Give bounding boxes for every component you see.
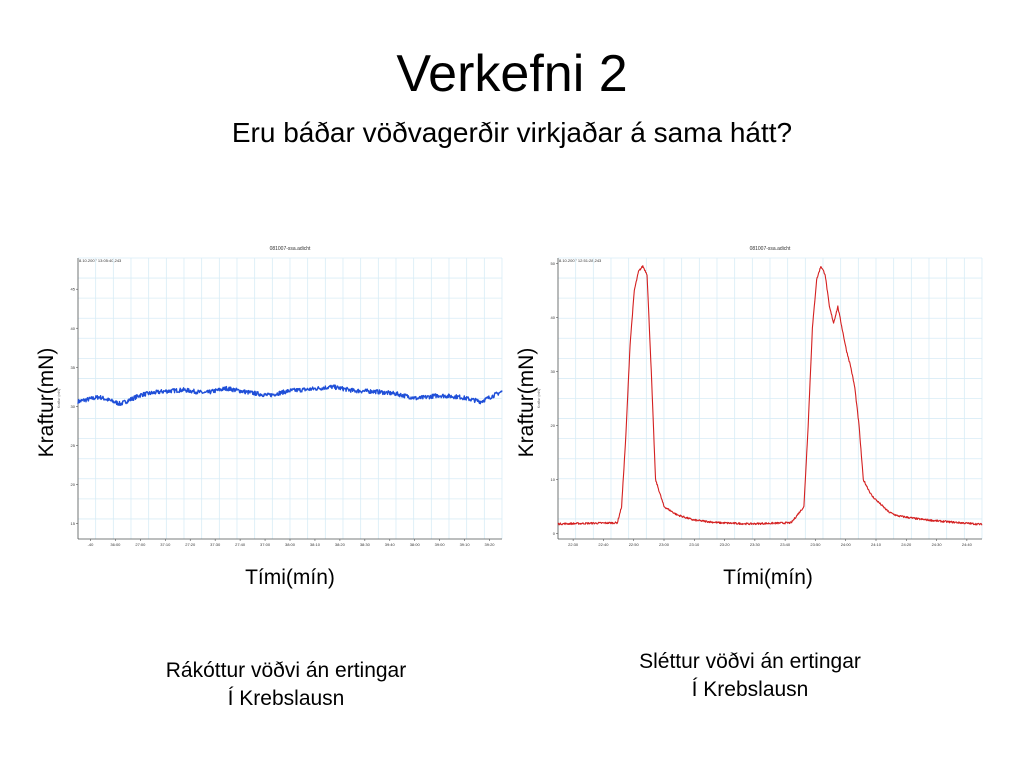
x-tick-label: 23:50 — [810, 542, 821, 547]
x-tick-label: 23:30 — [750, 542, 761, 547]
x-tick-label: 39:20 — [485, 542, 496, 547]
x-tick-label: 38:30 — [360, 542, 371, 547]
left-caption: Rákóttur vöðvi án ertingar Í Krebslausn — [106, 657, 466, 713]
x-tick-label: 38:10 — [310, 542, 321, 547]
x-tick-label: 38:20 — [335, 542, 346, 547]
x-tick-label: 38:00 — [285, 542, 296, 547]
right-x-axis-title: Tími(mín) — [723, 566, 813, 589]
y-tick-label: 20 — [551, 423, 556, 428]
x-tick-label: 39:00 — [435, 542, 446, 547]
y-tick-label: 15 — [71, 521, 76, 526]
x-tick-label: 39:40 — [385, 542, 396, 547]
x-tick-label: 22:50 — [629, 542, 640, 547]
y-axis-title: Kraftur(mN) — [515, 348, 538, 458]
grid — [77, 257, 503, 540]
left-caption-line-1: Rákóttur vöðvi án ertingar — [165, 659, 407, 682]
y-tick-label: 40 — [551, 315, 556, 320]
right-caption-line-2: Í Krebslausn — [691, 678, 809, 701]
y-tick-label: 45 — [71, 287, 76, 292]
x-tick-label: 24:20 — [901, 542, 912, 547]
inner-y-axis-label: Kraftur (mN) — [537, 389, 541, 408]
x-tick-label: 24:40 — [962, 542, 973, 547]
inner-y-axis-label: Kraftur (mN) — [57, 389, 61, 408]
right-caption-line-1: Sléttur vöðvi án ertingar — [639, 650, 861, 673]
slide-title: Verkefni 2 — [396, 45, 628, 103]
x-tick-label: 23:20 — [720, 542, 731, 547]
chart-file-title: 081007-ssa.adicht — [750, 246, 791, 252]
slide-subtitle: Eru báðar vöðvagerðir virkjaðar á sama h… — [231, 117, 793, 148]
y-tick-label: 30 — [71, 404, 76, 409]
left-caption-line-2: Í Krebslausn — [227, 687, 345, 710]
left-x-axis-title: Tími(mín) — [245, 566, 335, 589]
y-tick-label: 0 — [553, 531, 556, 536]
smooth-muscle-force-chart: 081007-ssa.adicht 8.10.2007 12:51:28,243 0… — [515, 246, 983, 547]
y-tick-label: 10 — [551, 477, 556, 482]
x-tick-label: 24:00 — [841, 542, 852, 547]
striated-muscle-force-chart: 081007-ssa.adicht 8.10.2007 13:05:40,243 1… — [35, 246, 503, 547]
x-tick-label: 37:00 — [260, 542, 271, 547]
y-tick-label: 50 — [551, 261, 556, 266]
y-tick-label: 25 — [71, 443, 76, 448]
x-tick-label: 27:20 — [185, 542, 196, 547]
x-tick-label: 23:10 — [689, 542, 700, 547]
x-tick-label: 27:00 — [135, 542, 146, 547]
x-tick-label: 27:40 — [235, 542, 246, 547]
y-tick-label: 40 — [71, 326, 76, 331]
y-tick-label: 20 — [71, 482, 76, 487]
x-tick-label: 22:30 — [568, 542, 579, 547]
x-tick-label: 22:40 — [598, 542, 609, 547]
x-tick-label: 38:00 — [410, 542, 421, 547]
x-tick-label: -40 — [88, 542, 95, 547]
series-line — [557, 265, 983, 526]
x-tick-label: 23:00 — [659, 542, 670, 547]
x-tick-label: 24:10 — [871, 542, 882, 547]
y-tick-label: 35 — [71, 365, 76, 370]
x-tick-label: 36:00 — [110, 542, 121, 547]
chart-timestamp: 8.10.2007 12:51:28,243 — [559, 258, 602, 263]
chart-timestamp: 8.10.2007 13:05:40,243 — [79, 258, 122, 263]
x-tick-label: 37:30 — [210, 542, 221, 547]
x-tick-label: 24:30 — [932, 542, 943, 547]
chart-file-title: 081007-ssa.adicht — [270, 246, 311, 252]
series-line — [77, 384, 503, 407]
y-axis-title: Kraftur(mN) — [35, 348, 58, 458]
grid — [557, 257, 983, 540]
y-tick-label: 30 — [551, 369, 556, 374]
x-tick-label: 23:40 — [780, 542, 791, 547]
x-tick-label: 37:10 — [160, 542, 171, 547]
x-tick-label: 39:10 — [460, 542, 471, 547]
right-caption: Sléttur vöðvi án ertingar Í Krebslausn — [570, 648, 930, 704]
